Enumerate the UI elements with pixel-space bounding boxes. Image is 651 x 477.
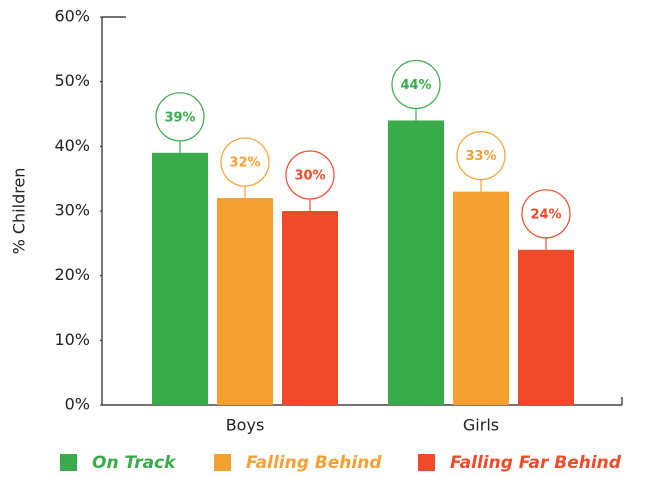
value-label: 39% <box>164 110 195 125</box>
value-label: 44% <box>400 78 431 93</box>
label-circle <box>391 59 441 110</box>
label-circle <box>285 150 335 200</box>
value-label: 30% <box>294 169 325 184</box>
legend-swatch <box>418 454 435 471</box>
y-tick-label: 0% <box>65 395 90 414</box>
bar <box>388 120 444 405</box>
bar <box>282 211 338 405</box>
y-tick-label: 20% <box>54 265 90 284</box>
y-tick-label: 40% <box>54 136 90 155</box>
label-circle <box>456 131 506 181</box>
legend-swatch <box>60 454 77 471</box>
value-label: 33% <box>465 149 496 164</box>
value-label: 24% <box>530 207 561 222</box>
label-circle <box>155 92 205 142</box>
label-circle <box>220 137 270 187</box>
x-tick-label: Boys <box>226 416 265 435</box>
bar <box>217 198 273 405</box>
bar <box>518 249 574 405</box>
y-tick-label: 60% <box>54 7 90 26</box>
bar <box>453 191 509 405</box>
y-axis-label: % Children <box>10 168 29 255</box>
legend-label: Falling Behind <box>246 453 382 473</box>
legend-swatch <box>214 454 231 471</box>
legend-label: On Track <box>92 453 177 473</box>
value-label: 32% <box>229 156 260 171</box>
legend-label: Falling Far Behind <box>450 453 622 473</box>
label-circle <box>521 189 571 239</box>
y-tick-label: 30% <box>54 201 90 220</box>
x-tick-label: Girls <box>463 416 499 435</box>
y-tick-label: 10% <box>54 330 90 349</box>
bar <box>152 152 208 405</box>
y-tick-label: 50% <box>54 71 90 90</box>
